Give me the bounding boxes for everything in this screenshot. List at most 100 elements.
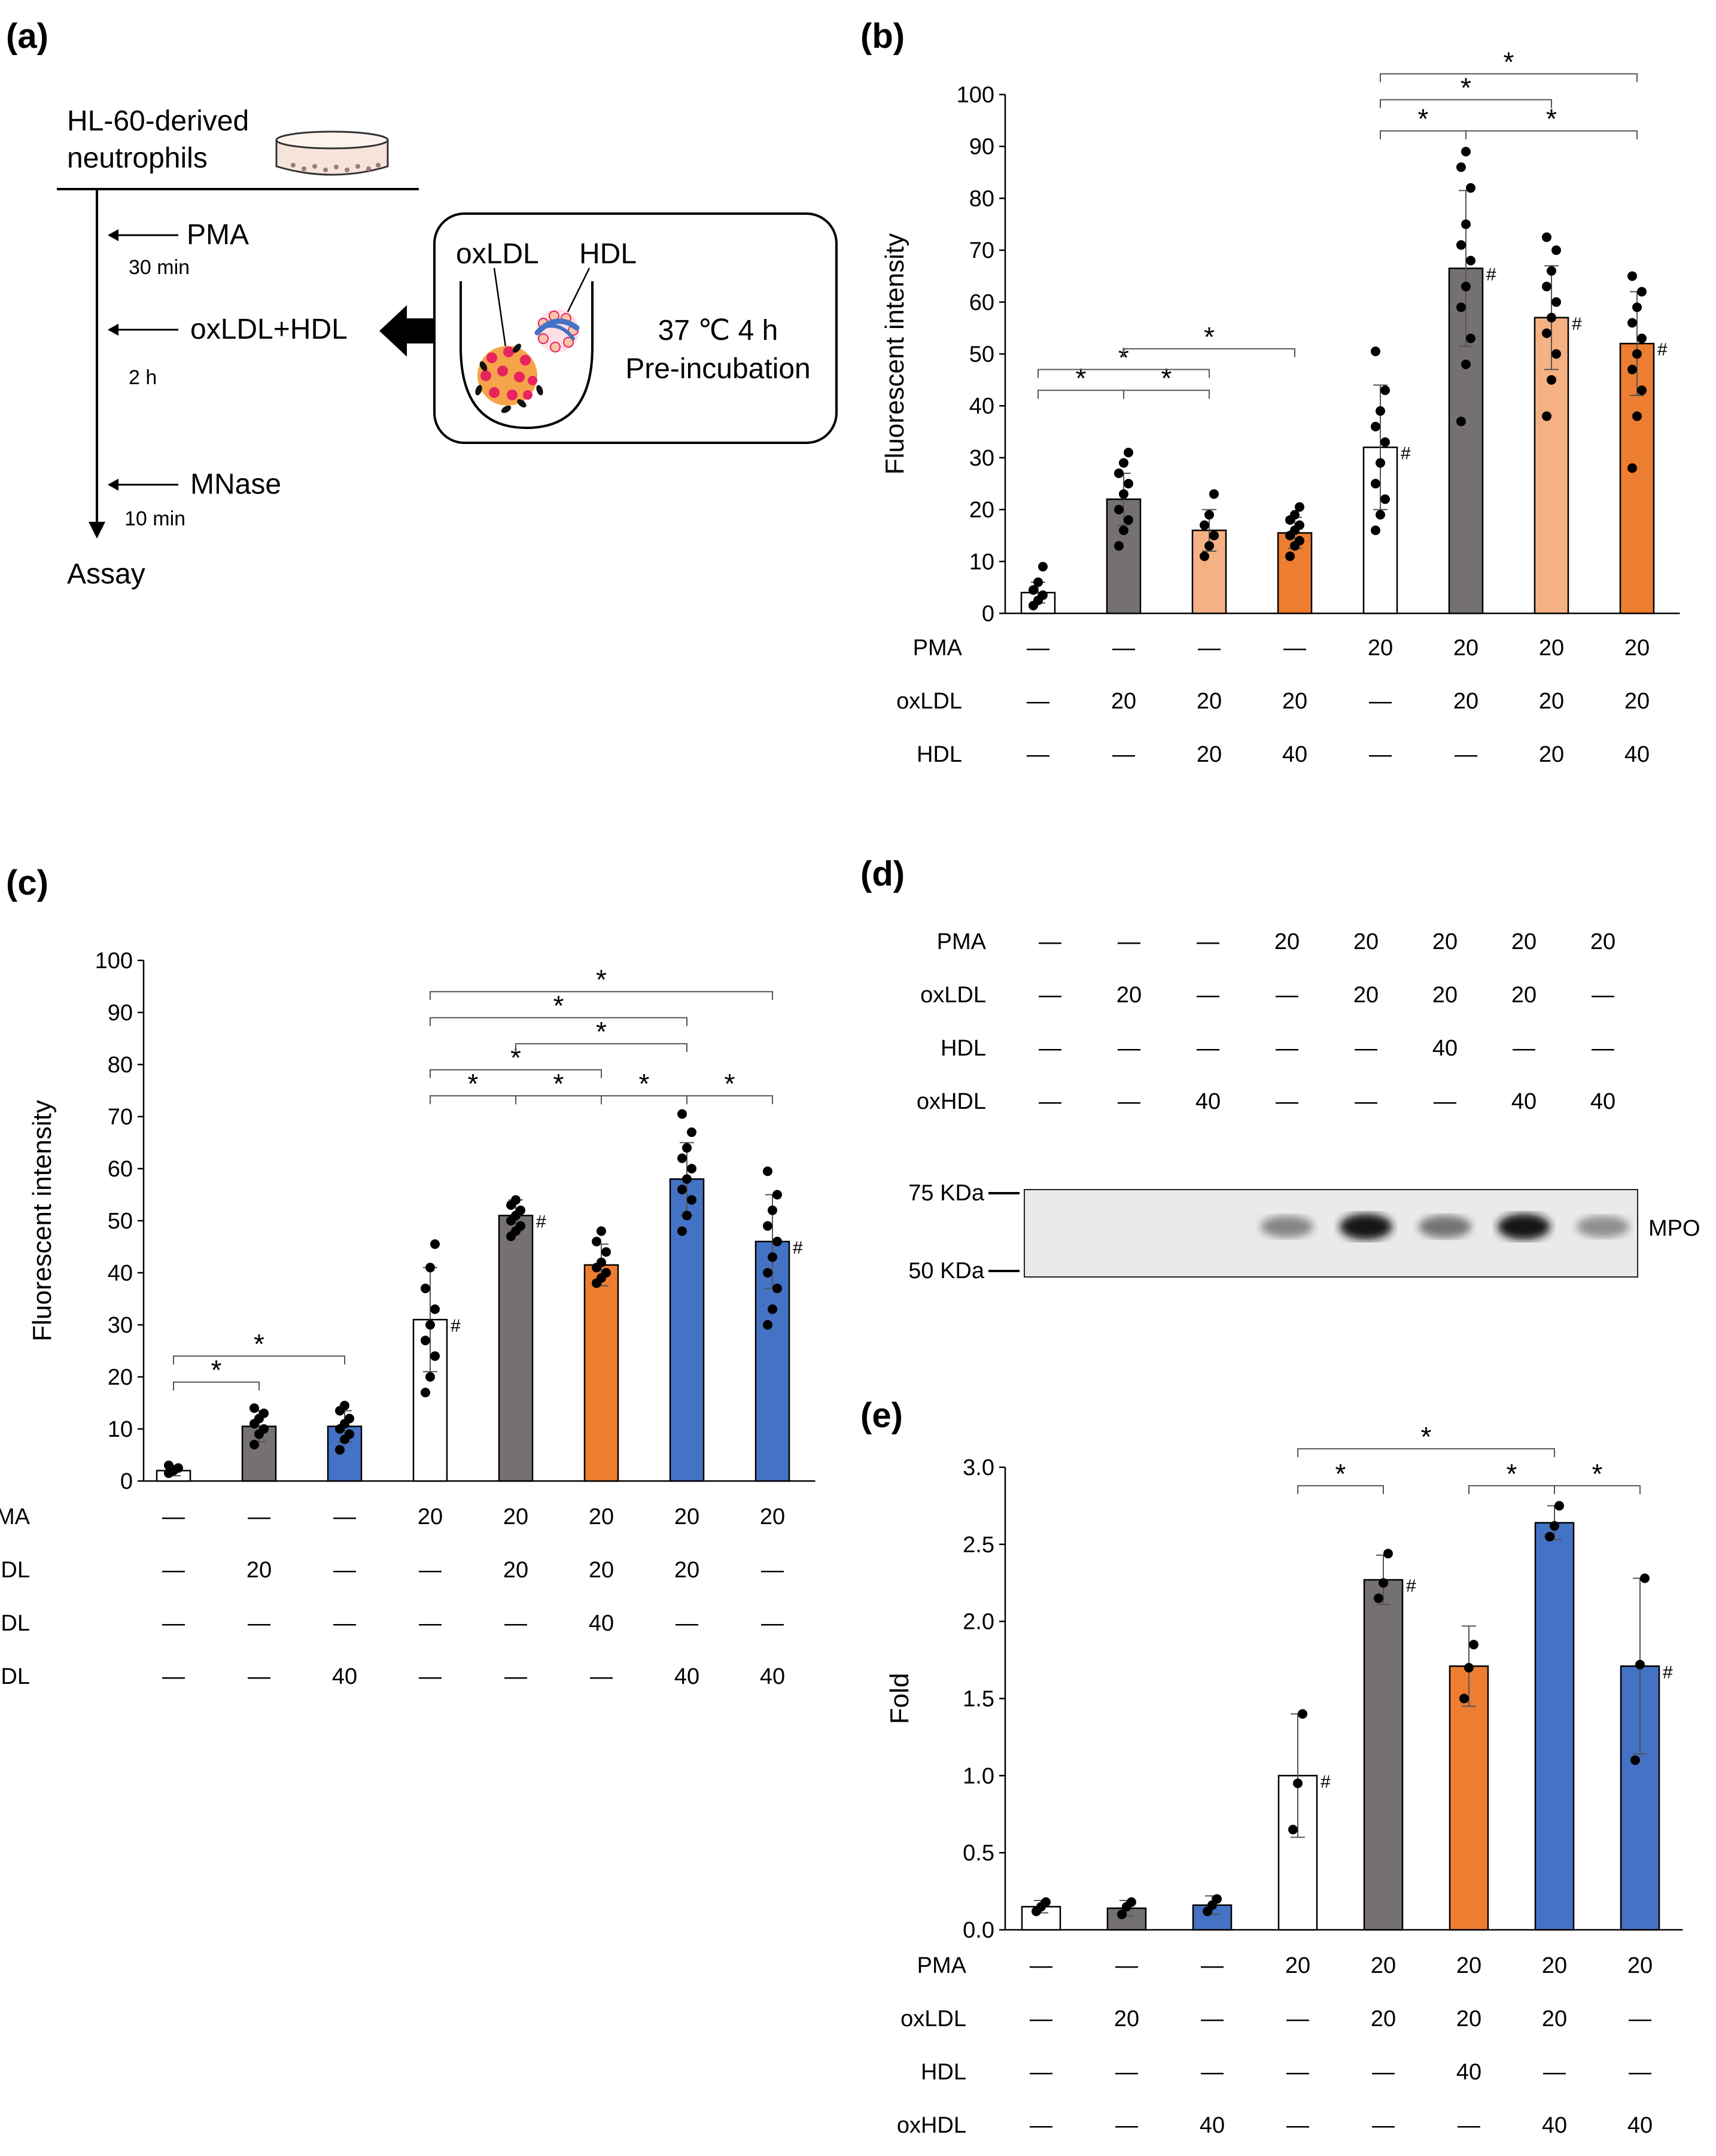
data-point: [1200, 520, 1209, 530]
blot-row-value: 20: [1432, 983, 1458, 1008]
row-value: —: [1027, 635, 1049, 661]
data-point: [1542, 328, 1551, 338]
data-point: [335, 1445, 345, 1455]
sig-star: *: [1546, 104, 1557, 135]
data-point: [768, 1205, 777, 1215]
data-point: [1383, 1549, 1393, 1559]
row-value: 40: [674, 1664, 699, 1689]
data-point: [1298, 1709, 1307, 1719]
blot-row-value: —: [1592, 983, 1614, 1008]
y-tick-label: 0: [120, 1469, 133, 1494]
y-tick-label: 50: [108, 1209, 133, 1234]
data-point: [1461, 359, 1471, 369]
y-tick-label: 30: [108, 1313, 133, 1338]
western-blot: 75 KDa 50 KDa MPO PMA — — — 20 20 20 20 20 oxLDL —…: [908, 929, 1700, 1284]
row-value: 40: [589, 1611, 614, 1636]
row-value: —: [1286, 2113, 1309, 2138]
row-value: 20: [1627, 1953, 1653, 1978]
sig-bracket: [1380, 73, 1638, 83]
data-point: [1119, 525, 1128, 536]
hash-mark: #: [1406, 1576, 1416, 1596]
blot-row-label: PMA: [937, 929, 987, 954]
data-point: [597, 1226, 606, 1236]
data-point: [425, 1320, 435, 1330]
row-value: —: [419, 1664, 442, 1689]
bar: [498, 1215, 534, 1482]
row-value: 20: [503, 1504, 528, 1529]
row-value: —: [1201, 2060, 1224, 2085]
panel-label-c: (c): [6, 863, 48, 902]
panel-label-d: (d): [860, 855, 905, 893]
data-point: [511, 1195, 521, 1205]
data-point: [421, 1336, 430, 1346]
data-point: [1627, 271, 1637, 281]
sig-star: *: [254, 1328, 264, 1360]
row-value: —: [1455, 742, 1477, 767]
data-point: [421, 1388, 430, 1398]
blot-row-value: —: [1355, 1036, 1377, 1061]
chart-c: 0 10 20 30 40 50 60 70 80 90 100 Fluorescent intens…: [0, 948, 816, 1689]
data-point: [1461, 147, 1471, 157]
y-tick-label: 10: [969, 549, 994, 574]
row-value: 20: [1456, 1953, 1481, 1978]
row-value: 20: [1624, 689, 1650, 714]
blot-row-value: 20: [1116, 983, 1142, 1008]
sig-star: *: [510, 1042, 521, 1074]
assay-label: Assay: [67, 558, 145, 590]
data-point: [340, 1400, 349, 1410]
row-value: —: [1027, 742, 1049, 767]
data-point: [1029, 585, 1038, 595]
y-tick-label: 50: [969, 342, 994, 367]
row-value: 40: [332, 1664, 357, 1689]
y-tick-label: 1.5: [963, 1687, 994, 1712]
blot-row-value: —: [1513, 1036, 1535, 1061]
row-value: 20: [247, 1558, 272, 1583]
row-value: —: [162, 1611, 185, 1636]
data-point: [1456, 240, 1466, 250]
y-tick-label: 0.0: [963, 1918, 994, 1943]
data-point: [592, 1236, 601, 1246]
y-tick-label: 3.0: [963, 1455, 994, 1480]
data-point: [1288, 1824, 1298, 1835]
data-point: [677, 1153, 687, 1163]
data-point: [1640, 1573, 1650, 1583]
data-point: [1204, 510, 1214, 520]
data-point: [677, 1109, 687, 1119]
panel-label-b: (b): [860, 17, 905, 56]
row-value: —: [1115, 1953, 1138, 1978]
data-point: [1627, 463, 1637, 473]
data-point: [1209, 489, 1219, 499]
blot-row-value: —: [1276, 1089, 1298, 1114]
row-value: 20: [1624, 635, 1650, 661]
y-tick-label: 10: [108, 1417, 133, 1442]
row-value: 20: [1539, 635, 1564, 661]
y-tick-label: 70: [108, 1105, 133, 1130]
blot-row-value: —: [1592, 1036, 1614, 1061]
row-label: PMA: [917, 1953, 967, 1978]
data-point: [1379, 1578, 1388, 1588]
data-point: [1376, 458, 1385, 468]
row-value: —: [1629, 2006, 1651, 2032]
data-point: [425, 1372, 435, 1382]
data-point: [1380, 437, 1390, 447]
big-arrow-icon: [379, 305, 434, 357]
row-value: —: [1201, 2006, 1224, 2032]
row-value: —: [333, 1504, 356, 1529]
data-point: [1542, 411, 1551, 421]
sig-bracket: [1380, 99, 1552, 108]
blot-row-value: 20: [1432, 929, 1458, 954]
data-point: [772, 1236, 782, 1246]
y-tick-label: 1.0: [963, 1763, 994, 1789]
data-point: [1627, 318, 1637, 328]
row-value: 20: [1197, 689, 1222, 714]
box-condition-1: 37 ℃ 4 h: [658, 315, 778, 346]
blot-row-value: —: [1276, 1036, 1298, 1061]
row-value: 40: [1542, 2113, 1567, 2138]
row-value: —: [162, 1558, 185, 1583]
row-value: 20: [1282, 689, 1307, 714]
sig-star: *: [1204, 321, 1215, 352]
mpo-band: [1340, 1214, 1392, 1240]
data-point: [1295, 536, 1304, 546]
data-point: [687, 1195, 696, 1205]
row-value: —: [419, 1611, 442, 1636]
